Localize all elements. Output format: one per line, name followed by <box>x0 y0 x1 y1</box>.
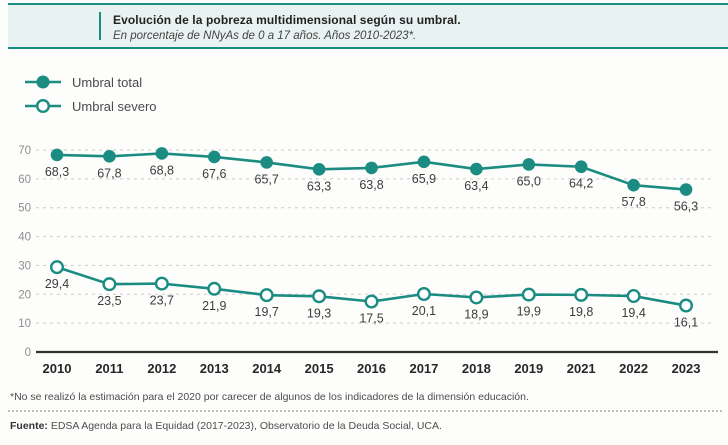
legend-item-umbral-severo: Umbral severo <box>24 94 157 118</box>
data-point-filled <box>470 162 483 176</box>
data-label: 68,8 <box>150 163 174 177</box>
data-label: 19,9 <box>517 305 541 319</box>
data-point-open <box>521 287 536 302</box>
data-point-filled <box>50 148 64 162</box>
x-tick-label: 2017 <box>409 361 438 376</box>
data-point-filled <box>574 160 588 174</box>
data-label: 20,1 <box>412 304 436 318</box>
data-label: 57,8 <box>621 195 645 209</box>
open-circle-marker-icon <box>25 98 61 114</box>
data-point-open <box>259 288 274 303</box>
data-label: 16,1 <box>674 316 698 330</box>
x-tick-label: 2021 <box>567 361 596 376</box>
data-point-filled <box>627 178 640 192</box>
data-label: 63,4 <box>464 179 488 193</box>
data-label: 23,5 <box>97 294 121 308</box>
data-point-open <box>626 289 641 304</box>
legend-label: Umbral total <box>72 74 143 90</box>
data-point-filled <box>260 156 273 169</box>
data-label: 68,3 <box>45 165 69 179</box>
data-point-filled <box>103 150 116 163</box>
y-tick-label: 60 <box>18 174 31 186</box>
poverty-trend-line-chart: 0 10 20 30 40 50 60 70 2010 2011 2012 2013 2014 2015 2… <box>18 145 718 376</box>
y-tick-label: 40 <box>18 232 31 244</box>
y-tick-label: 20 <box>18 289 31 301</box>
data-point-filled <box>679 183 693 196</box>
data-point-open <box>574 287 589 302</box>
x-tick-label: 2023 <box>672 361 701 376</box>
data-point-filled <box>417 155 431 169</box>
data-point-open <box>207 281 222 296</box>
data-label: 23,7 <box>150 294 174 308</box>
x-tick-label: 2019 <box>514 361 543 376</box>
x-tick-label: 2010 <box>43 361 72 376</box>
data-label: 21,9 <box>202 299 226 313</box>
data-point-open <box>679 298 694 313</box>
y-tick-label: 10 <box>18 318 31 330</box>
data-point-open <box>102 277 117 292</box>
data-label: 18,9 <box>464 307 488 321</box>
data-label: 17,5 <box>359 312 383 326</box>
data-label: 19,7 <box>255 305 279 319</box>
x-tick-label: 2015 <box>305 361 334 376</box>
source-label: Fuente: <box>10 420 48 432</box>
data-point-filled <box>365 161 378 175</box>
chart-title: Evolución de la pobreza multidimensional… <box>113 13 461 27</box>
source-text: EDSA Agenda para la Equidad (2017-2023),… <box>47 420 442 432</box>
y-tick-label: 70 <box>18 145 31 157</box>
data-label: 64,2 <box>569 177 593 191</box>
data-label: 63,8 <box>359 178 383 192</box>
data-point-open <box>416 286 431 301</box>
data-point-filled <box>312 163 326 176</box>
footnote: *No se realizó la estimación para el 202… <box>10 391 529 403</box>
source-line: Fuente: EDSA Agenda para la Equidad (201… <box>10 420 442 432</box>
x-tick-label: 2013 <box>200 361 229 376</box>
data-point-filled <box>522 158 536 171</box>
data-label: 65,9 <box>412 172 436 186</box>
data-point-open <box>50 260 65 275</box>
data-label: 19,3 <box>307 306 331 320</box>
y-tick-label: 0 <box>25 347 31 359</box>
x-tick-label: 2011 <box>95 361 123 376</box>
header-vertical-rule <box>99 12 101 40</box>
legend-item-umbral-total: Umbral total <box>24 70 157 94</box>
data-label: 65,0 <box>517 174 541 188</box>
data-label: 65,7 <box>255 172 279 186</box>
data-point-open <box>312 289 327 304</box>
chart-legend: Umbral total Umbral severo <box>24 70 157 118</box>
y-tick-label: 50 <box>18 203 31 215</box>
data-point-open <box>364 294 379 309</box>
data-label: 67,6 <box>202 167 226 181</box>
x-tick-label: 2018 <box>462 361 491 376</box>
data-label: 19,4 <box>621 306 645 320</box>
data-point-filled <box>155 147 169 160</box>
data-point-open <box>154 276 169 291</box>
x-tick-label: 2022 <box>619 361 648 376</box>
data-label: 56,3 <box>674 200 698 214</box>
data-label: 19,8 <box>569 305 593 319</box>
legend-label: Umbral severo <box>72 98 157 114</box>
data-point-open <box>469 290 484 305</box>
x-tick-label: 2014 <box>252 361 282 376</box>
y-tick-label: 30 <box>18 260 31 272</box>
x-tick-label: 2012 <box>147 361 176 376</box>
dotted-divider <box>8 410 722 412</box>
filled-circle-marker-icon <box>25 75 61 89</box>
data-label: 29,4 <box>45 277 69 291</box>
data-label: 67,8 <box>97 166 121 180</box>
chart-subtitle: En porcentaje de NNyAs de 0 a 17 años. A… <box>113 30 417 42</box>
data-point-filled <box>207 150 221 164</box>
data-label: 63,3 <box>307 179 331 193</box>
header-band: Evolución de la pobreza multidimensional… <box>8 3 728 49</box>
x-tick-label: 2016 <box>357 361 386 376</box>
